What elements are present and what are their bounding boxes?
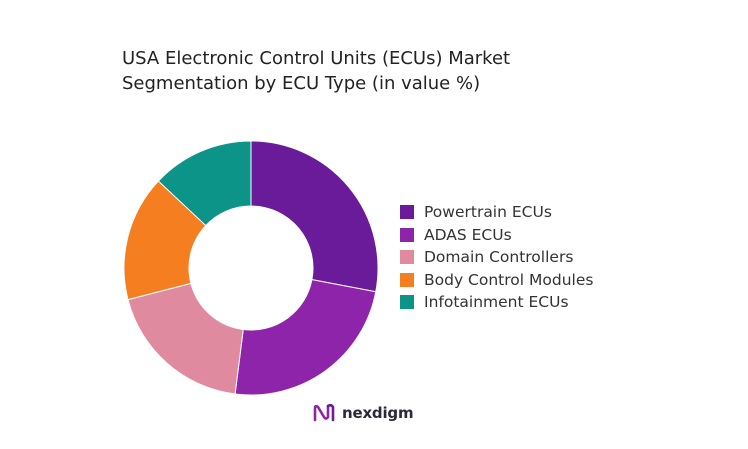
chart-title-line-2: Segmentation by ECU Type (in value %)	[122, 73, 481, 94]
slice-domain-controllers	[127, 282, 244, 395]
legend-swatch	[400, 272, 414, 287]
legend-swatch	[400, 250, 414, 265]
legend-label: Powertrain ECUs	[424, 203, 552, 222]
slice-adas-ecus	[234, 279, 377, 396]
chart-title: USA Electronic Control Units (ECUs) Mark…	[122, 46, 510, 96]
legend-swatch	[400, 295, 414, 310]
legend-label: Body Control Modules	[424, 270, 594, 289]
legend-swatch	[400, 205, 414, 220]
legend-label: Domain Controllers	[424, 248, 574, 267]
slice-powertrain-ecus	[250, 140, 379, 293]
nexdigm-logo-icon	[313, 403, 335, 422]
slice-infotainment-ecus	[157, 140, 252, 227]
legend-item: Body Control Modules	[400, 269, 593, 292]
brand-logo: nexdigm	[312, 402, 414, 424]
legend-item: Domain Controllers	[400, 246, 593, 269]
legend-label: ADAS ECUs	[424, 225, 512, 244]
legend-item: Infotainment ECUs	[400, 291, 593, 314]
brand-name: nexdigm	[342, 404, 414, 422]
legend-label: Infotainment ECUs	[424, 293, 569, 312]
legend-item: ADAS ECUs	[400, 224, 593, 247]
chart-title-line-1: USA Electronic Control Units (ECUs) Mark…	[122, 48, 511, 69]
chart-legend: Powertrain ECUs ADAS ECUs Domain Controlle…	[400, 201, 593, 314]
legend-item: Powertrain ECUs	[400, 201, 593, 224]
legend-swatch	[400, 227, 414, 242]
